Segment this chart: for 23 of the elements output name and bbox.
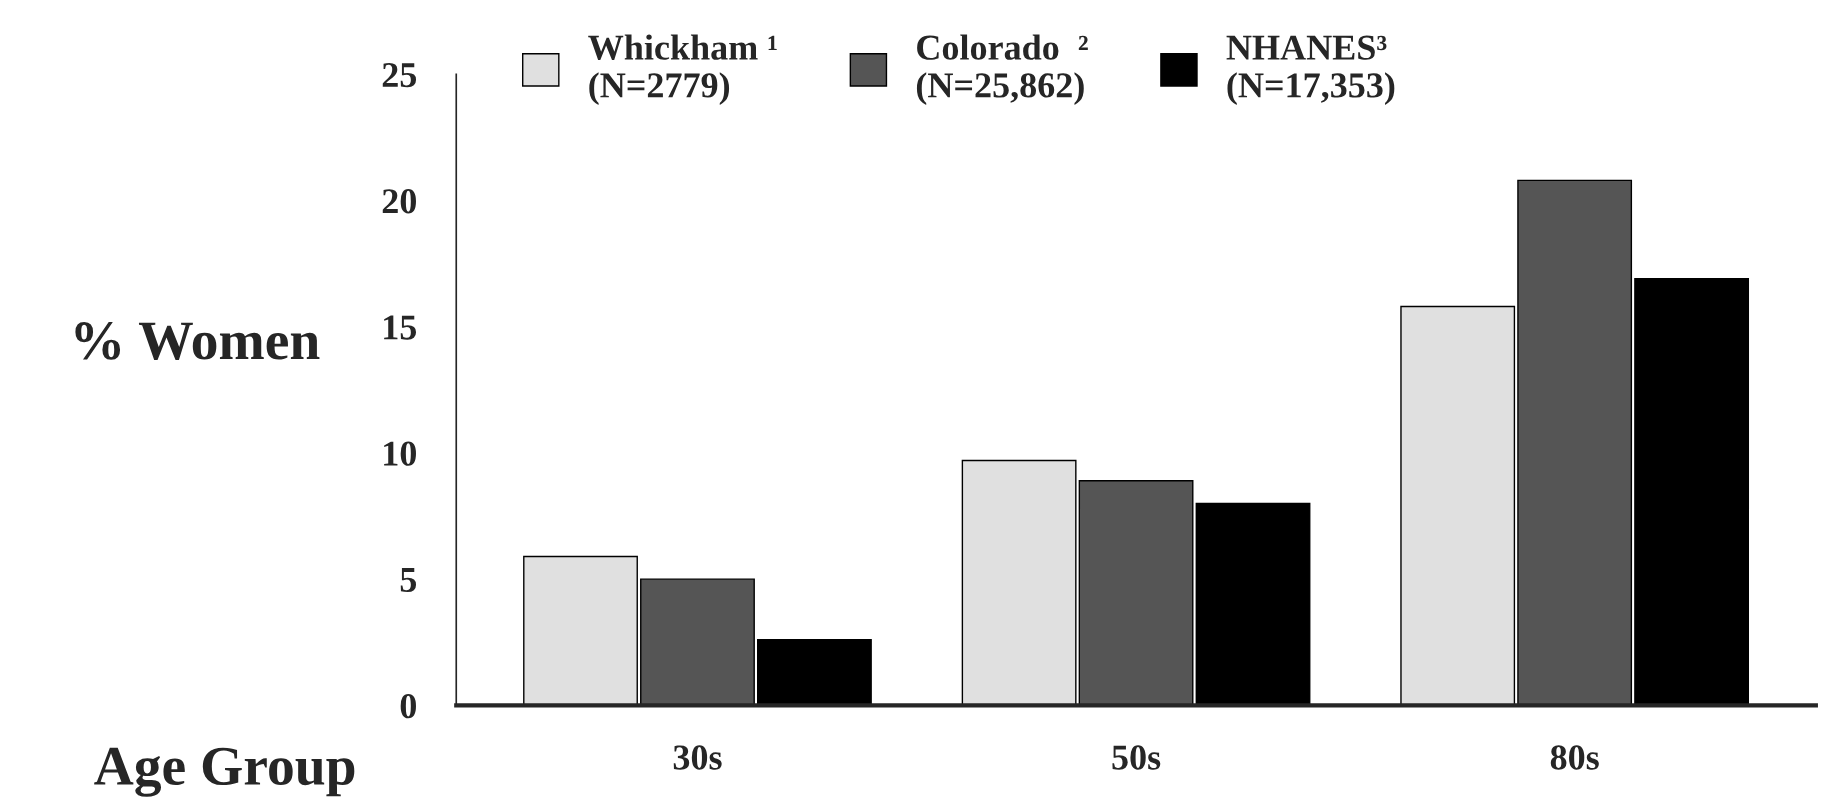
y-tick-label: 10 <box>384 441 416 466</box>
legend-label: NHANES³ (N=17,353) <box>1226 35 1395 105</box>
y-tick-label: 20 <box>382 189 416 214</box>
bar <box>1634 278 1750 706</box>
x-tick-label: 50s <box>1112 745 1161 770</box>
legend-label: Whickham ¹ (N=2779) <box>588 34 777 105</box>
y-tick-label: 5 <box>400 568 417 593</box>
y-tick-label: 15 <box>384 315 417 340</box>
bar <box>1078 480 1194 706</box>
bar <box>640 578 755 706</box>
bar <box>523 555 638 706</box>
x-tick-label: 30s <box>673 745 722 770</box>
y-tick-label: 0 <box>400 693 416 719</box>
bar <box>1517 179 1633 706</box>
bar <box>961 459 1077 706</box>
y-axis-title: % Women <box>75 322 320 360</box>
bar <box>1400 305 1516 706</box>
bar <box>1195 502 1311 706</box>
y-tick-label: 25 <box>382 62 417 88</box>
bar <box>757 639 872 706</box>
x-axis-title: Age Group <box>94 747 355 797</box>
legend-label: Colorado ² (N=25,862) <box>916 34 1088 105</box>
x-tick-label: 80s <box>1550 745 1599 770</box>
